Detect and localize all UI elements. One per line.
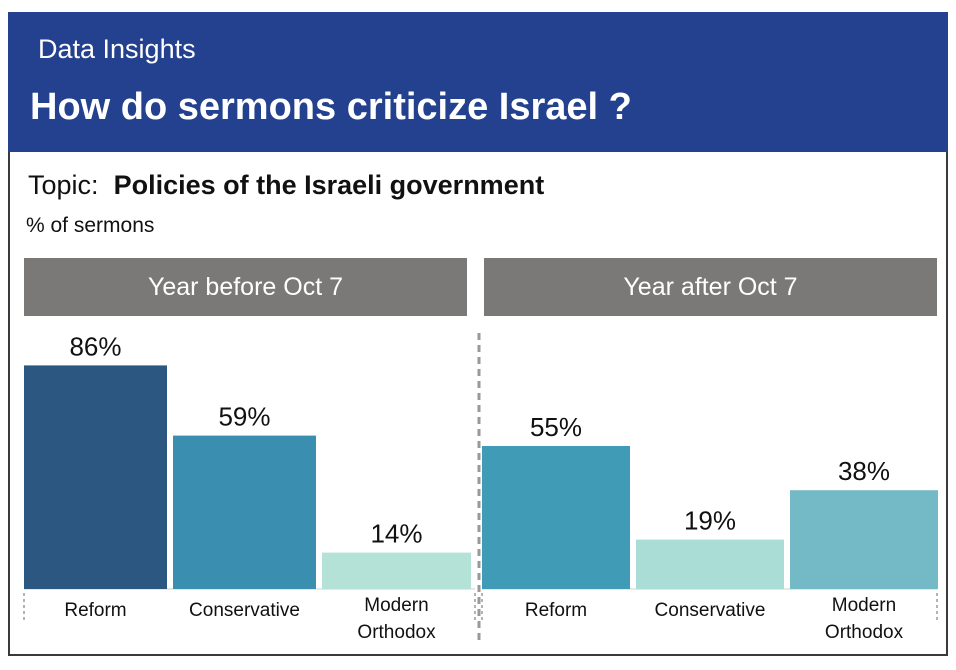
- bar-1-0: [482, 446, 630, 589]
- kicker: Data Insights: [38, 34, 196, 64]
- topic-name: Policies of the Israeli government: [113, 170, 545, 200]
- tick-label-0-2-line2: Orthodox: [357, 622, 436, 643]
- data-label-1-2: 38%: [838, 456, 890, 486]
- tick-label-0-2-line1: Modern: [364, 595, 428, 616]
- unit-label: % of sermons: [26, 214, 155, 237]
- bar-1-2: [790, 490, 938, 589]
- tick-label-1-2-line2: Orthodox: [825, 622, 904, 643]
- panel-title-after: Year after Oct 7: [484, 258, 937, 316]
- tick-label-0-1: Conservative: [189, 600, 300, 621]
- tick-label-1-1: Conservative: [655, 600, 766, 621]
- bar-1-1: [636, 539, 784, 589]
- page-title: How do sermons criticize Israel ?: [30, 86, 632, 128]
- header-banner: [8, 12, 948, 152]
- data-label-0-0: 86%: [69, 331, 121, 361]
- topic-line: Topic: Policies of the Israeli governmen…: [28, 170, 544, 201]
- data-label-1-0: 55%: [530, 412, 582, 442]
- panel-title-before: Year before Oct 7: [24, 258, 467, 316]
- tick-label-1-0: Reform: [525, 600, 587, 621]
- tick-label-1-2-line1: Modern: [832, 595, 896, 616]
- bar-0-1: [173, 435, 316, 589]
- bar-0-2: [322, 552, 471, 589]
- data-label-0-1: 59%: [218, 402, 270, 432]
- data-label-0-2: 14%: [370, 519, 422, 549]
- topic-prefix: Topic:: [28, 170, 99, 200]
- tick-label-0-0: Reform: [64, 600, 126, 621]
- data-label-1-1: 19%: [684, 506, 736, 536]
- bar-0-0: [24, 365, 167, 589]
